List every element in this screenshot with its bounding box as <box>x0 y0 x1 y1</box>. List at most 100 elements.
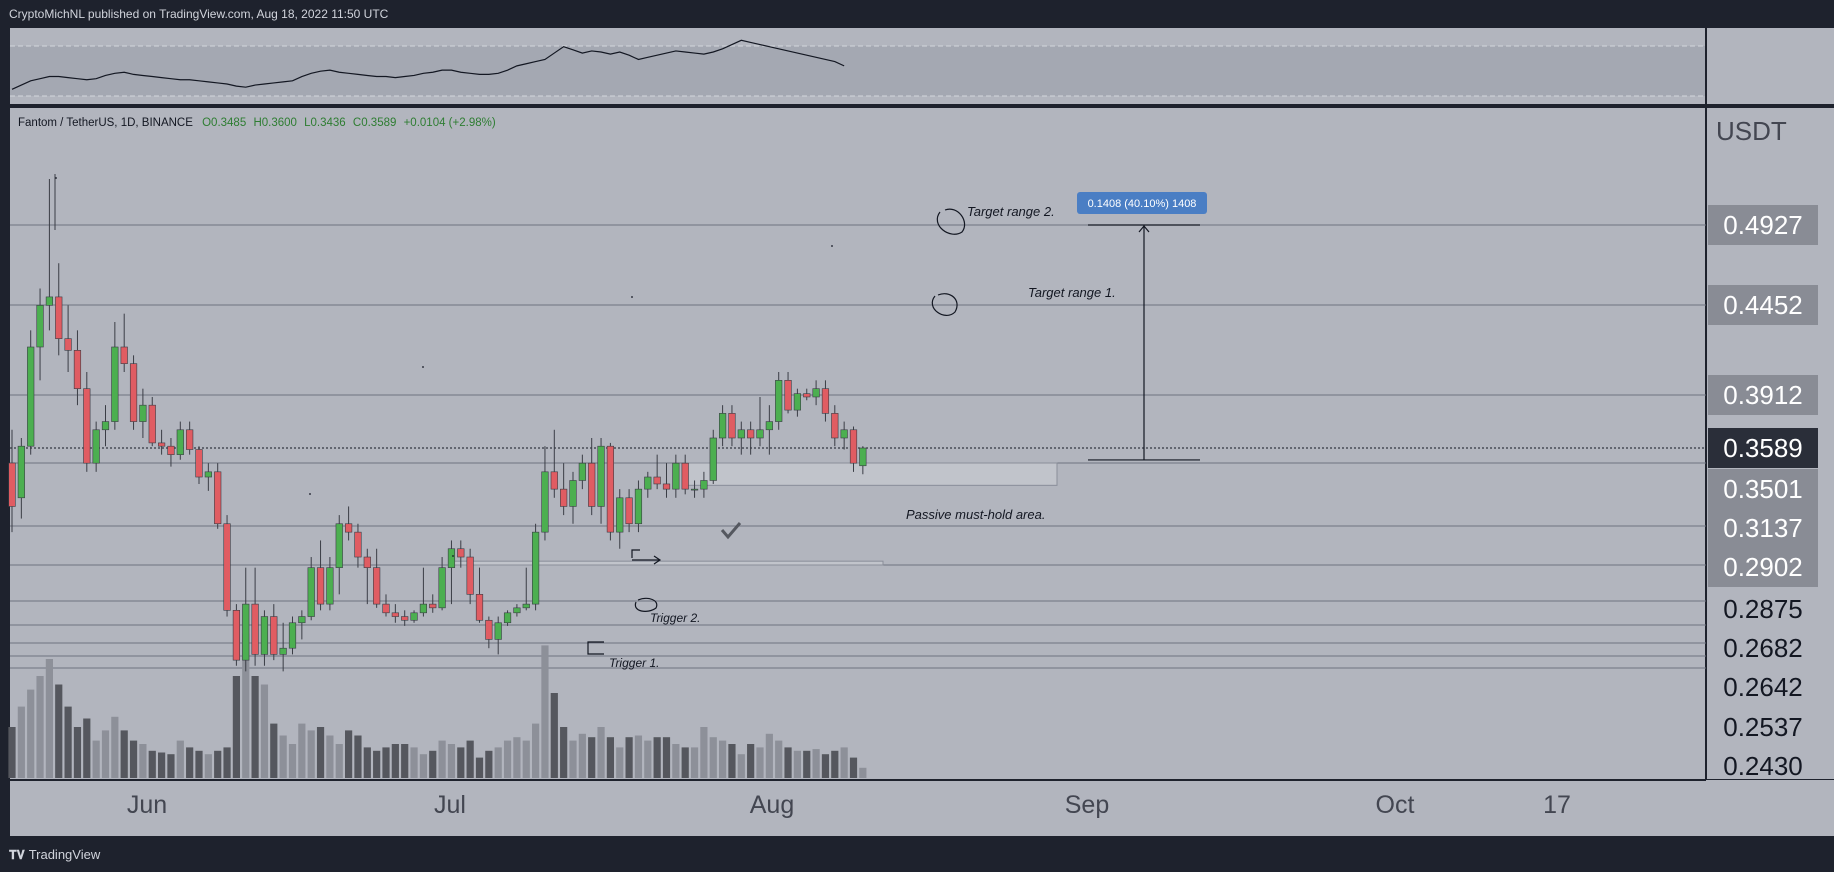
time-label: Aug <box>750 791 794 819</box>
volume-bar <box>700 727 708 778</box>
volume-bar <box>55 684 63 778</box>
volume-bar <box>588 737 596 778</box>
volume-bar <box>793 750 801 778</box>
volume-bar <box>195 750 203 778</box>
volume-bar <box>167 754 175 778</box>
price-label-bg <box>1708 508 1818 548</box>
volume-bar <box>550 693 558 778</box>
candle-body <box>803 393 811 398</box>
volume-bar <box>176 740 184 778</box>
candle-body <box>307 567 315 617</box>
candle-body <box>475 594 484 621</box>
price-label-bg <box>1708 469 1818 509</box>
candle-body <box>457 548 465 558</box>
candle-body <box>64 338 72 351</box>
volume-bar <box>597 727 605 778</box>
price-label: 0.3589 <box>1723 433 1803 463</box>
volume-bar <box>485 750 493 778</box>
candle-body <box>466 556 474 595</box>
candle-body <box>718 413 727 439</box>
volume-bar <box>92 740 100 778</box>
legend-close: C0.3589 <box>353 117 396 129</box>
candle-body <box>709 437 717 481</box>
time-labels: Jun Jul Aug Sep Oct 17 <box>127 791 1571 819</box>
stray-dot <box>422 366 424 368</box>
candle-body <box>288 622 297 649</box>
candle-body <box>176 429 184 455</box>
currency-label: USDT <box>1716 116 1787 146</box>
candle-body <box>382 603 390 614</box>
candle-body <box>279 647 287 655</box>
volume-bar <box>765 733 773 778</box>
volume-bar <box>120 730 128 778</box>
candle-body <box>83 388 91 464</box>
volume-bar <box>64 706 72 778</box>
target-range-1-label: Target range 1. <box>1028 285 1116 300</box>
legend-low: L0.3436 <box>304 117 346 129</box>
candle-body <box>120 346 128 364</box>
legend-high: H0.3600 <box>253 117 296 129</box>
stray-dot <box>452 555 454 557</box>
candle-body <box>485 619 493 640</box>
time-label: 17 <box>1543 791 1571 819</box>
price-label: 0.2642 <box>1723 672 1803 702</box>
volume-bar <box>401 744 409 778</box>
candle-body <box>391 612 399 617</box>
candle-body <box>653 476 661 485</box>
volume-bar <box>662 737 671 778</box>
trigger-zone <box>450 560 884 566</box>
candle-body <box>578 462 586 481</box>
time-label: Jul <box>434 791 466 819</box>
candle-body <box>73 350 82 389</box>
target-1-circle <box>931 293 958 316</box>
volume-bar <box>849 757 858 778</box>
candle-body <box>326 567 334 605</box>
volume-bar <box>298 723 306 778</box>
volume-bar <box>653 737 661 778</box>
volume-bar <box>494 747 502 778</box>
candle-body <box>344 523 353 533</box>
candle-body <box>812 388 820 398</box>
volume-bar <box>373 750 381 778</box>
volume-bar <box>784 747 792 778</box>
footer-brand: TradingView <box>28 847 101 862</box>
time-label: Sep <box>1065 791 1109 819</box>
candle-body <box>793 393 801 411</box>
candle-body <box>681 462 689 490</box>
candle-body <box>429 603 437 609</box>
price-label: 0.4452 <box>1723 290 1803 320</box>
volume-bar <box>214 750 222 778</box>
candle-body <box>541 471 549 533</box>
stray-dot <box>631 296 633 298</box>
price-labels: 0.4927 0.4452 0.3912 0.3589 0.3501 0.3137 0.29… <box>1708 205 1818 781</box>
price-label: 0.2902 <box>1723 552 1803 582</box>
passive-area-label: Passive must-hold area. <box>906 507 1045 522</box>
candle-body <box>195 449 203 478</box>
trigger-2-label: Trigger 2. <box>650 611 700 625</box>
tradingview-logo-icon: 𝐓𝐕 <box>9 848 25 862</box>
candle-body <box>186 429 194 450</box>
measure-badge[interactable] <box>1077 192 1207 214</box>
candle-body <box>494 622 502 640</box>
candle-body <box>550 471 558 490</box>
candle-body <box>728 413 736 439</box>
time-label: Oct <box>1376 791 1415 819</box>
volume-bar <box>36 676 44 778</box>
candle-body <box>363 556 371 568</box>
volume-bar <box>73 727 82 778</box>
candle-body <box>270 616 278 655</box>
candle-body <box>747 429 755 439</box>
volume-bar <box>859 767 867 778</box>
volume-bar <box>775 740 783 778</box>
candle-body <box>765 421 773 431</box>
rsi-line <box>11 39 845 90</box>
volume-bar <box>232 676 240 778</box>
price-label: 0.2537 <box>1723 712 1803 742</box>
rsi-band <box>10 46 1706 96</box>
volume-bar <box>821 754 830 778</box>
volume-bar <box>634 735 643 778</box>
volume-bar <box>307 730 315 778</box>
candle-body <box>737 429 745 439</box>
time-axis[interactable] <box>10 780 1706 836</box>
